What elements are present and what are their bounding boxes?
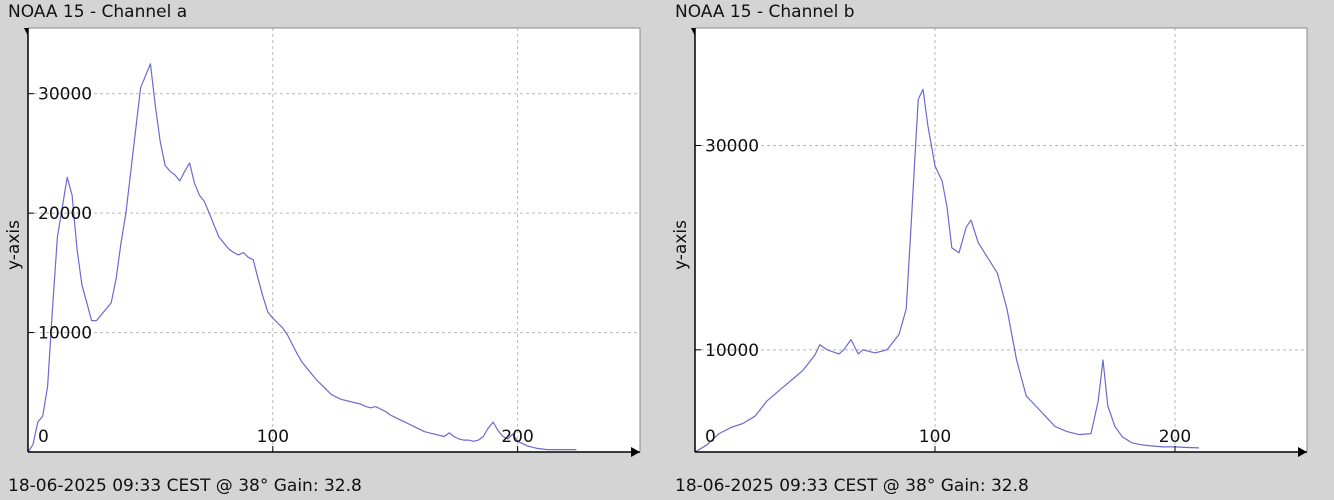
chart-panel-b: NOAA 15 - Channel b 0 100 200 10000 30000 y-a… [667, 0, 1327, 500]
x-tick-label: 0 [705, 427, 716, 447]
y-tick-label: 20000 [38, 204, 92, 224]
x-tick-label: 200 [1159, 427, 1191, 447]
y-axis-label: y-axis [671, 220, 691, 270]
data-line [27, 63, 577, 453]
chart-footer: 18-06-2025 09:33 CEST @ 38° Gain: 32.8 [675, 476, 1029, 496]
x-tick-label: 100 [257, 427, 289, 447]
y-axis-arrow [691, 28, 695, 36]
chart-title: NOAA 15 - Channel b [675, 2, 855, 22]
x-tick-label: 0 [38, 427, 49, 447]
grid [28, 28, 640, 452]
data-line [694, 88, 1200, 453]
line-chart: 0 100 200 10000 20000 30000 y-axis [4, 27, 641, 457]
x-axis-arrow [1298, 447, 1307, 457]
plot-area [28, 28, 640, 452]
x-axis-arrow [631, 447, 640, 457]
y-axis-arrow [24, 28, 28, 36]
y-tick-label: 30000 [705, 136, 759, 156]
grid [695, 28, 1307, 452]
chart-footer: 18-06-2025 09:33 CEST @ 38° Gain: 32.8 [8, 476, 362, 496]
line-chart: 0 100 200 10000 30000 y-axis [671, 27, 1308, 457]
y-axis-label: y-axis [4, 220, 24, 270]
chart-panel-a: NOAA 15 - Channel a 0 100 200 10000 20000 300… [0, 0, 660, 500]
x-tick-label: 200 [501, 427, 533, 447]
y-tick-label: 30000 [38, 85, 92, 105]
plot-area [695, 28, 1307, 452]
y-tick-label: 10000 [705, 341, 759, 361]
y-tick-label: 10000 [38, 324, 92, 344]
x-tick-label: 100 [919, 427, 951, 447]
chart-title: NOAA 15 - Channel a [8, 2, 188, 22]
